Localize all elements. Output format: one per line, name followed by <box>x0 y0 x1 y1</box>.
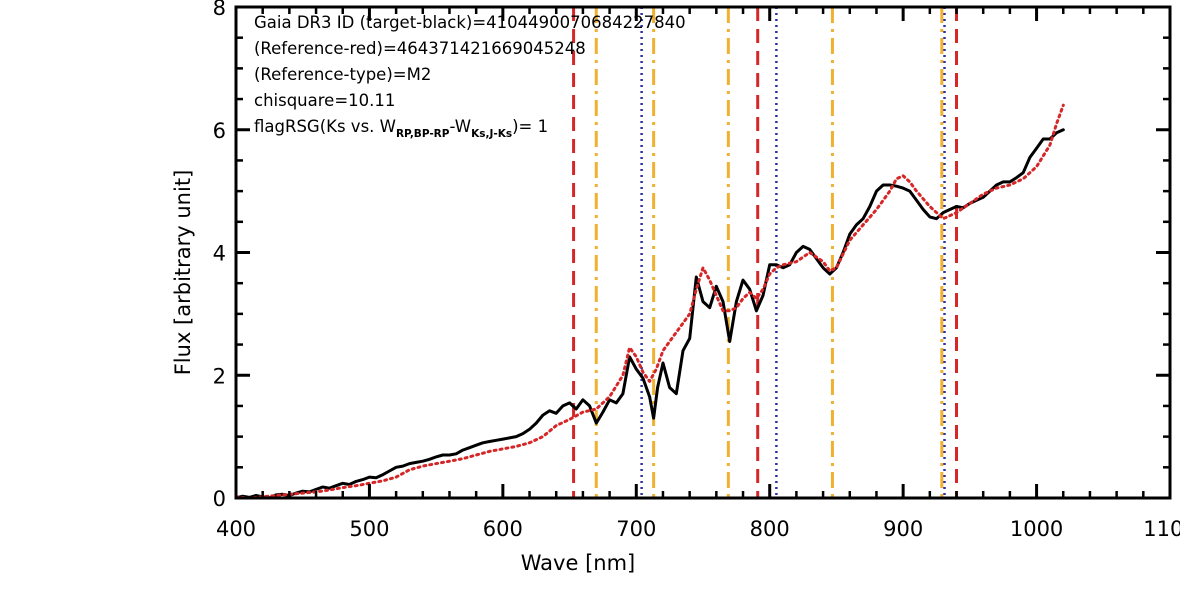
annotation-gaia-id: Gaia DR3 ID (target-black)=4104490070684… <box>254 13 686 32</box>
flag-sub-2: Ks,J-Ks <box>471 128 512 140</box>
x-tick-label: 1000 <box>1010 517 1063 541</box>
y-tick-label: 2 <box>213 364 226 388</box>
annotation-reference-type: (Reference-type)=M2 <box>254 65 431 84</box>
x-tick-label: 400 <box>216 517 256 541</box>
y-tick-label: 6 <box>213 119 226 143</box>
reference-spectrum-line <box>234 103 1065 500</box>
flag-sub-1: RP,BP-RP <box>396 128 450 140</box>
x-axis-label: Wave [nm] <box>521 551 635 575</box>
x-tick-label: 500 <box>349 517 389 541</box>
flag-mid: -W <box>449 117 471 136</box>
y-axis-label: Flux [arbitrary unit] <box>171 170 195 376</box>
x-tick-label: 700 <box>616 517 656 541</box>
flag-suffix: )= 1 <box>512 117 548 136</box>
flag-prefix: flagRSG(Ks vs. W <box>254 117 396 136</box>
annotation-reference-id: (Reference-red)=4643714216690452​48 <box>254 39 586 58</box>
x-tick-label: 800 <box>750 517 790 541</box>
annotation-block: Gaia DR3 ID (target-black)=4104490070684… <box>254 13 686 140</box>
target-spectrum-line <box>234 128 1065 500</box>
y-tick-label: 0 <box>213 487 226 511</box>
annotation-chisquare: chisquare=10.11 <box>254 91 395 110</box>
series-group <box>234 103 1065 500</box>
tick-group <box>234 5 1172 500</box>
x-tick-label: 900 <box>883 517 923 541</box>
reference-line-group <box>572 7 959 498</box>
annotation-flag-rsg: flagRSG(Ks vs. WRP,BP-RP-WKs,J-Ks)= 1 <box>254 117 548 140</box>
x-tick-label: 600 <box>483 517 523 541</box>
y-tick-label: 4 <box>213 242 226 266</box>
y-tick-label: 8 <box>213 0 226 20</box>
